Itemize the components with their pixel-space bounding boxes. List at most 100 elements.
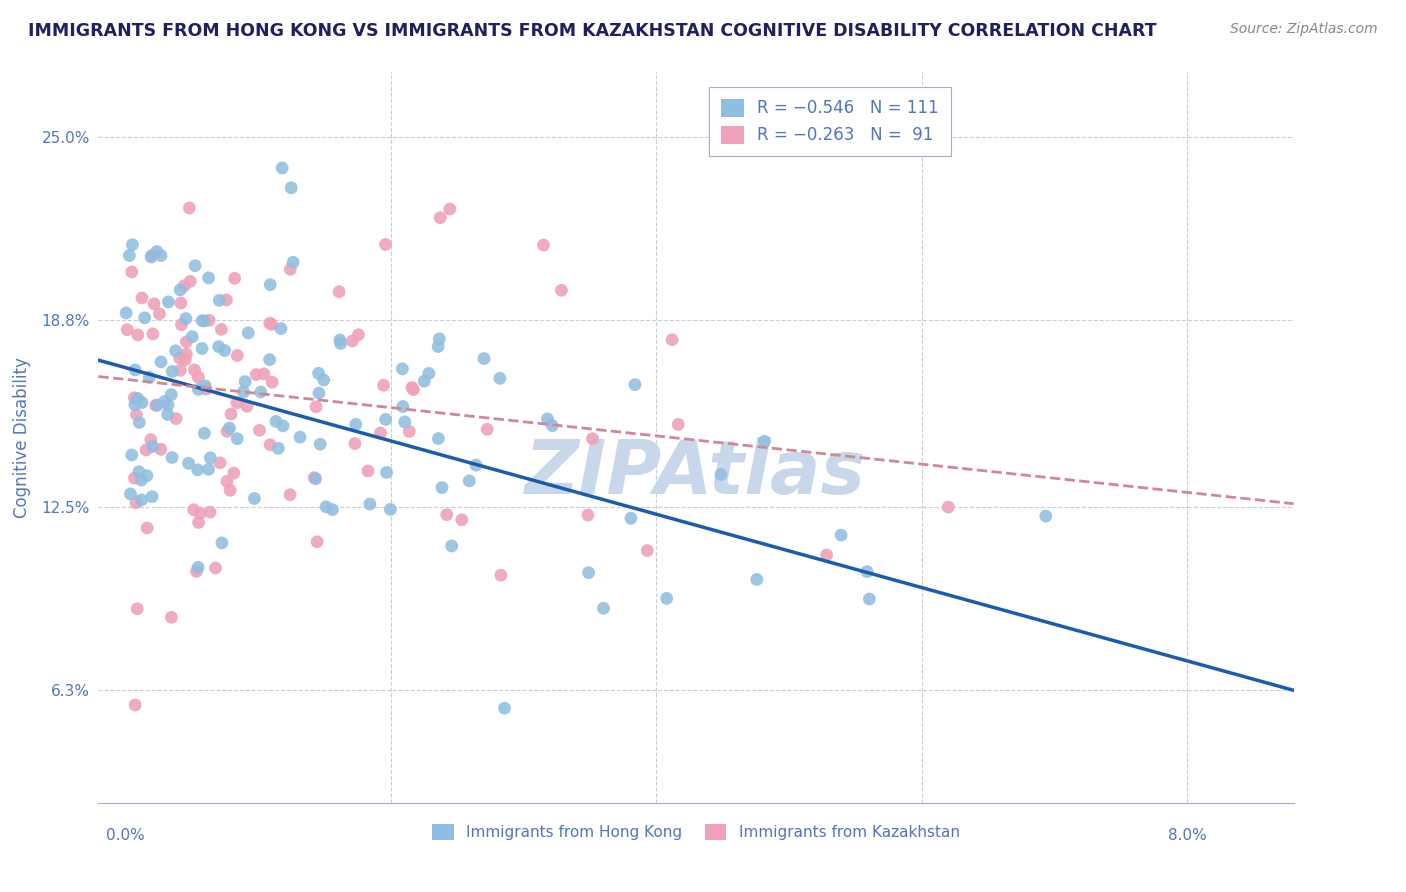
- Point: [856, 565, 879, 579]
- Point: [150, 249, 173, 263]
- Point: [253, 367, 276, 381]
- Point: [259, 438, 281, 452]
- Point: [380, 502, 402, 516]
- Point: [581, 432, 603, 446]
- Point: [472, 351, 495, 366]
- Point: [259, 352, 281, 367]
- Point: [636, 543, 658, 558]
- Point: [176, 347, 198, 361]
- Point: [127, 602, 149, 616]
- Point: [262, 375, 284, 389]
- Point: [374, 237, 396, 252]
- Point: [347, 327, 370, 342]
- Point: [146, 244, 169, 259]
- Point: [120, 487, 142, 501]
- Point: [745, 573, 768, 587]
- Point: [305, 400, 328, 414]
- Point: [259, 316, 281, 330]
- Point: [278, 488, 301, 502]
- Point: [308, 386, 330, 401]
- Point: [142, 439, 165, 453]
- Point: [142, 326, 165, 341]
- Point: [278, 262, 301, 277]
- Point: [187, 516, 209, 530]
- Point: [541, 418, 564, 433]
- Point: [141, 248, 163, 262]
- Point: [193, 314, 215, 328]
- Point: [121, 237, 143, 252]
- Point: [197, 271, 219, 285]
- Point: [135, 468, 157, 483]
- Point: [815, 548, 838, 562]
- Point: [754, 434, 776, 449]
- Point: [578, 566, 600, 580]
- Point: [329, 333, 352, 347]
- Point: [134, 310, 156, 325]
- Point: [321, 502, 343, 516]
- Point: [127, 327, 149, 342]
- Point: [187, 463, 209, 477]
- Point: [209, 456, 232, 470]
- Point: [489, 568, 512, 582]
- Point: [125, 408, 148, 422]
- Point: [936, 500, 959, 514]
- Point: [204, 561, 226, 575]
- Point: [430, 481, 453, 495]
- Point: [170, 318, 193, 332]
- Point: [181, 329, 204, 343]
- Point: [157, 398, 180, 412]
- Point: [308, 367, 330, 381]
- Point: [344, 417, 367, 432]
- Point: [187, 383, 209, 397]
- Point: [1035, 509, 1057, 524]
- Point: [307, 534, 329, 549]
- Point: [131, 473, 153, 487]
- Point: [177, 456, 200, 470]
- Point: [245, 368, 267, 382]
- Y-axis label: Cognitive Disability: Cognitive Disability: [13, 357, 31, 517]
- Point: [271, 418, 294, 433]
- Point: [208, 340, 231, 354]
- Point: [328, 285, 350, 299]
- Point: [131, 291, 153, 305]
- Text: ZIPAtlas: ZIPAtlas: [526, 437, 866, 510]
- Point: [209, 322, 232, 336]
- Point: [197, 462, 219, 476]
- Point: [128, 465, 150, 479]
- Point: [429, 211, 451, 225]
- Point: [413, 374, 436, 388]
- Point: [194, 379, 217, 393]
- Point: [131, 395, 153, 409]
- Point: [342, 334, 364, 348]
- Point: [224, 271, 246, 285]
- Point: [125, 496, 148, 510]
- Point: [153, 394, 176, 409]
- Point: [271, 161, 294, 175]
- Point: [238, 326, 260, 340]
- Point: [208, 293, 231, 308]
- Point: [232, 384, 254, 399]
- Point: [858, 592, 880, 607]
- Point: [661, 333, 683, 347]
- Point: [236, 399, 259, 413]
- Point: [267, 442, 290, 456]
- Point: [475, 422, 498, 436]
- Point: [710, 467, 733, 482]
- Point: [176, 334, 198, 349]
- Text: 0.0%: 0.0%: [105, 828, 145, 843]
- Point: [305, 472, 328, 486]
- Point: [170, 296, 193, 310]
- Point: [193, 426, 215, 441]
- Point: [222, 466, 245, 480]
- Point: [141, 490, 163, 504]
- Point: [315, 500, 337, 514]
- Point: [187, 370, 209, 384]
- Point: [401, 380, 423, 394]
- Point: [427, 332, 450, 346]
- Point: [183, 502, 205, 516]
- Point: [183, 363, 205, 377]
- Text: IMMIGRANTS FROM HONG KONG VS IMMIGRANTS FROM KAZAKHSTAN COGNITIVE DISABILITY COR: IMMIGRANTS FROM HONG KONG VS IMMIGRANTS …: [28, 22, 1157, 40]
- Point: [225, 396, 247, 410]
- Point: [124, 363, 146, 377]
- Point: [169, 363, 191, 377]
